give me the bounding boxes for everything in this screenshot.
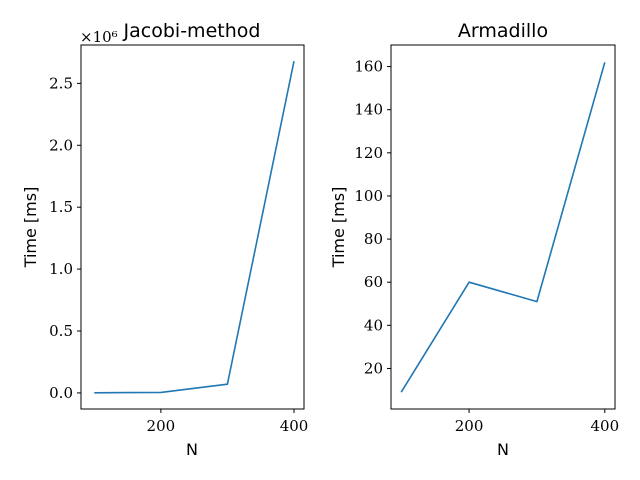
ticks-group: 200 400 0.0 0.5 1.0 1.5 2.0 2.5 bbox=[49, 74, 308, 435]
ticks-group: 200 400 20 40 60 80 100 120 140 160 bbox=[354, 58, 619, 435]
y-tick-label: 140 bbox=[354, 101, 383, 119]
y-tick-label: 100 bbox=[354, 187, 383, 205]
x-tick-label: 400 bbox=[280, 417, 309, 435]
plot-frame bbox=[80, 44, 305, 410]
y-tick-label: 60 bbox=[364, 273, 383, 291]
y-tick-label: 80 bbox=[364, 230, 383, 248]
x-tick-label: 200 bbox=[455, 417, 484, 435]
y-axis-label: Time [ms] bbox=[21, 187, 40, 269]
y-tick-label: 1.5 bbox=[49, 198, 73, 216]
armadillo-panel: Armadillo N Time [ms] 200 400 20 40 60 80 100 1… bbox=[329, 20, 619, 459]
y-tick-label: 40 bbox=[364, 316, 383, 334]
y-tick-label: 160 bbox=[354, 58, 383, 76]
plot-frame bbox=[390, 44, 616, 410]
series-line bbox=[400, 62, 606, 393]
y-tick-label: 2.5 bbox=[49, 74, 73, 92]
chart-title: Armadillo bbox=[458, 20, 548, 42]
chart-title: Jacobi-method bbox=[123, 20, 261, 42]
y-tick-label: 1.0 bbox=[49, 260, 73, 278]
series-group bbox=[400, 62, 606, 393]
y-tick-label: 2.0 bbox=[49, 136, 73, 154]
y-tick-label: 20 bbox=[364, 359, 383, 377]
series-line bbox=[94, 60, 295, 394]
x-tick-label: 200 bbox=[147, 417, 176, 435]
series-group bbox=[94, 60, 295, 394]
x-tick-label: 400 bbox=[590, 417, 619, 435]
y-axis-label: Time [ms] bbox=[329, 187, 348, 269]
y-offset-label: ×10⁶ bbox=[80, 28, 118, 46]
y-tick-label: 0.5 bbox=[49, 322, 73, 340]
y-tick-label: 0.0 bbox=[49, 384, 73, 402]
x-axis-label: N bbox=[497, 440, 509, 459]
x-axis-label: N bbox=[186, 440, 198, 459]
jacobi-panel: Jacobi-method ×10⁶ N Time [ms] 200 400 0.0… bbox=[21, 20, 308, 459]
y-tick-label: 120 bbox=[354, 144, 383, 162]
